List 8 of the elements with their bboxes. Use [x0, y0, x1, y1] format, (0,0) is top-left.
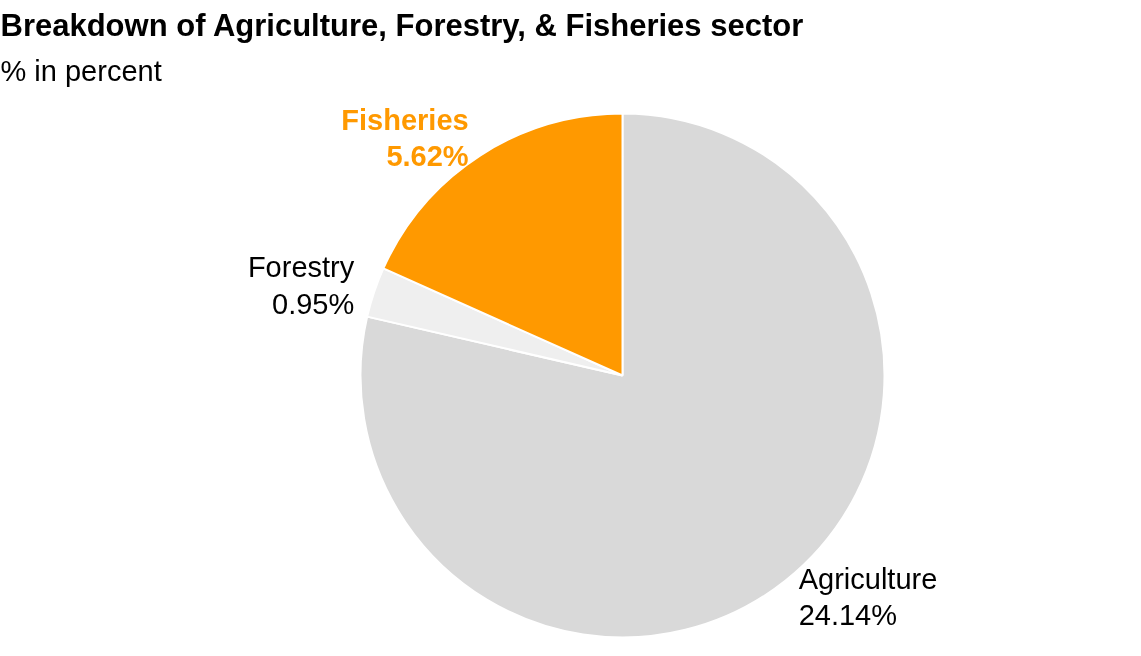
data-label: 0.95%	[272, 287, 355, 320]
chart-subtitle: % in percent	[0, 54, 162, 87]
slice-label: Fisheries	[341, 103, 469, 136]
chart-title: Breakdown of Agriculture, Forestry, & Fisheries sector	[0, 7, 804, 43]
slice-label: Forestry	[247, 251, 355, 284]
data-label: 24.14%	[798, 599, 898, 632]
data-label: 5.62%	[386, 140, 469, 173]
slice-label: Agriculture	[798, 562, 938, 595]
